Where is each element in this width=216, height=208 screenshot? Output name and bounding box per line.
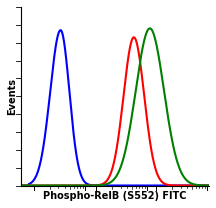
Y-axis label: Events: Events <box>7 78 17 115</box>
X-axis label: Phospho-RelB (S552) FITC: Phospho-RelB (S552) FITC <box>43 191 187 201</box>
